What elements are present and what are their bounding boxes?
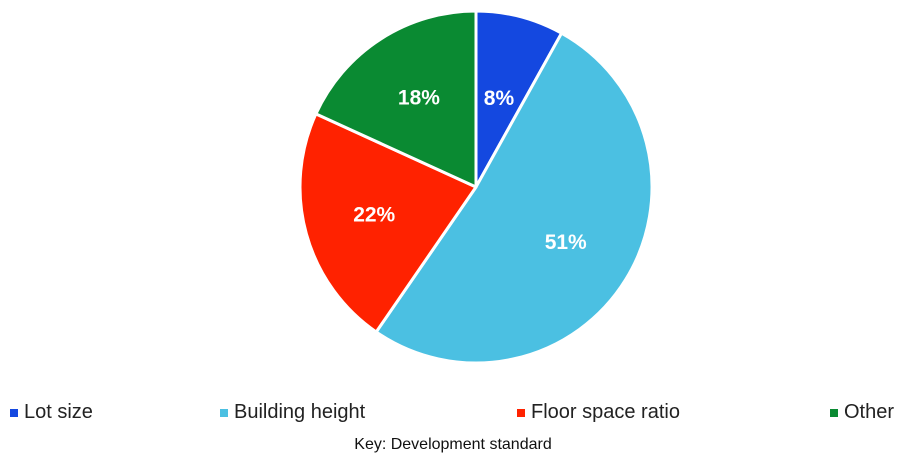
legend-label-other: Other: [844, 401, 895, 423]
legend-item-lot-size: Lot size: [10, 401, 93, 424]
legend-label-floor-space-ratio: Floor space ratio: [531, 401, 680, 423]
slice-label-building-height: 51%: [545, 231, 587, 254]
slice-labels: 8% 51% 22% 18%: [353, 87, 587, 255]
pie-chart: 8% 51% 22% 18%: [298, 9, 654, 365]
legend-swatch-lot-size: [10, 408, 18, 417]
legend-label-building-height: Building height: [234, 401, 366, 423]
legend-item-floor-space-ratio: Floor space ratio: [517, 401, 680, 424]
legend-swatch-building-height: [220, 408, 228, 417]
legend-swatch-other: [830, 408, 838, 417]
legend-title: Key: Development standard: [354, 436, 552, 453]
pie-slices: [298, 9, 654, 365]
legend: Lot size Building height Floor space rat…: [0, 401, 906, 431]
slice-label-lot-size: 8%: [484, 87, 515, 110]
pie-slice-lot-size: [474, 9, 564, 189]
legend-swatch-floor-space-ratio: [517, 408, 525, 417]
slice-label-floor-space-ratio: 22%: [353, 204, 395, 227]
legend-label-lot-size: Lot size: [24, 401, 93, 423]
slice-label-other: 18%: [398, 87, 440, 110]
legend-item-other: Other: [830, 401, 894, 424]
legend-item-building-height: Building height: [220, 401, 365, 424]
pie-slice-building-height: [374, 31, 654, 365]
pie-slice-other: [314, 9, 478, 189]
